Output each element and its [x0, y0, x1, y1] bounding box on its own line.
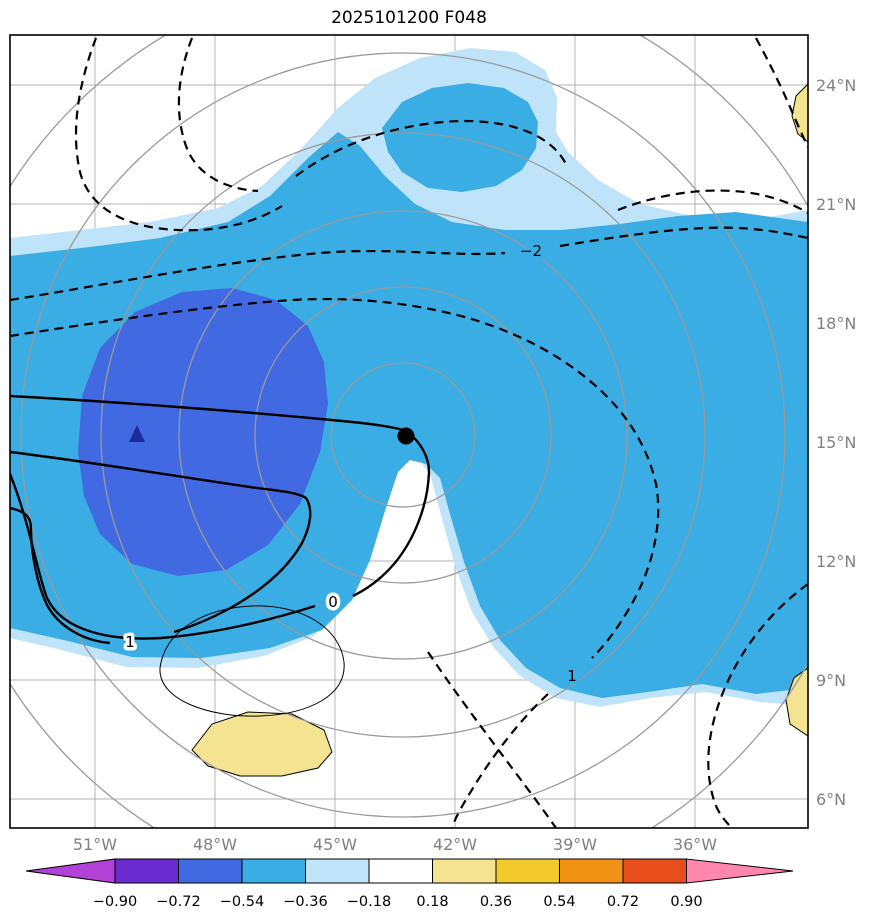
dashed-contour-northwest-inner: [177, 37, 259, 193]
y-tick-label: 12°N: [816, 552, 856, 571]
contour-label-one-solid: 1: [125, 633, 135, 651]
dashed-contour-neg2-west: [10, 249, 506, 302]
colorbar-segment: [622, 858, 687, 884]
y-tick-label: 15°N: [816, 433, 856, 452]
colorbar-tick-label: 0.18: [416, 894, 448, 910]
colorbar-tick-label: 0.72: [607, 894, 639, 910]
colorbar-tick-label: −0.90: [93, 894, 137, 910]
map-plot-area: −2 0 1 1: [10, 35, 808, 828]
contour-label-one-dashed: 1: [567, 667, 577, 685]
yellow-patch-northeast: [791, 83, 808, 143]
colorbar-tick-label: −0.72: [156, 894, 200, 910]
colorbar-tick-label: −0.18: [347, 894, 391, 910]
dashed-contours: [10, 37, 808, 828]
contour-label-zero: 0: [328, 593, 338, 611]
x-tick-label: 48°W: [193, 835, 237, 854]
dashed-contour-north-center: [295, 119, 567, 177]
colorbar-segment: [368, 858, 433, 884]
range-ring: [178, 210, 628, 660]
chart-title: 2025101200 F048: [331, 8, 487, 28]
shaded-fills: [10, 48, 808, 777]
x-tick-label: 45°W: [313, 835, 357, 854]
x-tick-label: 39°W: [553, 835, 597, 854]
dashed-contour-long-arc-south: [450, 693, 549, 828]
colorbar-extend-left: [25, 858, 116, 884]
range-ring: [330, 362, 476, 508]
colorbar-segment: [305, 858, 370, 884]
colorbar-segment: [432, 858, 497, 884]
range-rings: [10, 35, 808, 828]
colorbar-segment: [241, 858, 306, 884]
x-tick-label: 36°W: [673, 835, 717, 854]
contour-labels: −2 0 1 1: [122, 239, 581, 689]
y-axis-labels: 24°N 21°N 18°N 15°N 12°N 9°N 6°N: [816, 76, 856, 809]
colorbar-tick-label: 0.54: [543, 894, 575, 910]
y-tick-label: 9°N: [816, 671, 846, 690]
colorbar-tick-label: 0.90: [670, 894, 702, 910]
colorbar-segment: [178, 858, 243, 884]
dashed-contour-southeast: [707, 583, 808, 828]
colorbar: −0.90 −0.72 −0.54 −0.36 −0.18 0.18 0.36 …: [25, 858, 794, 910]
y-tick-label: 24°N: [816, 76, 856, 95]
colorbar-tick-label: −0.54: [220, 894, 264, 910]
colorbar-segment: [114, 858, 179, 884]
colorbar-segment: [495, 858, 560, 884]
dashed-contour-northeast-a: [617, 189, 808, 214]
solid-contour-1-upper: [10, 450, 312, 634]
triangle-marker: [129, 425, 145, 442]
range-ring: [100, 132, 706, 738]
colorbar-tick-label: 0.36: [480, 894, 512, 910]
x-axis-labels: 51°W 48°W 45°W 42°W 39°W 36°W: [73, 835, 717, 854]
fill-dark-blue: [78, 288, 328, 576]
y-tick-label: 21°N: [816, 195, 856, 214]
yellow-patch-east: [785, 667, 808, 737]
range-ring: [20, 52, 786, 818]
contour-label-neg2: −2: [520, 242, 542, 260]
dashed-contour-northeast-b: [755, 37, 808, 148]
solid-contour-1-lower: [10, 506, 111, 645]
dashed-contour-south-branch: [427, 651, 557, 828]
plot-border: [9, 34, 809, 829]
center-dot-marker: [397, 427, 415, 445]
x-tick-label: 51°W: [73, 835, 117, 854]
y-tick-label: 6°N: [816, 790, 846, 809]
colorbar-extend-right: [686, 858, 794, 884]
colorbar-tick-labels: −0.90 −0.72 −0.54 −0.36 −0.18 0.18 0.36 …: [93, 894, 703, 910]
y-tick-label: 18°N: [816, 314, 856, 333]
x-tick-label: 42°W: [433, 835, 477, 854]
colorbar-tick-label: −0.36: [283, 894, 327, 910]
fill-mid-blue-north-lobe: [382, 83, 538, 192]
colorbar-segment: [559, 858, 624, 884]
dashed-contour-northwest-outer: [74, 37, 283, 232]
thin-contour-loop-south: [159, 605, 345, 717]
range-ring: [254, 286, 552, 584]
dashed-contour-long-arc: [10, 297, 660, 659]
